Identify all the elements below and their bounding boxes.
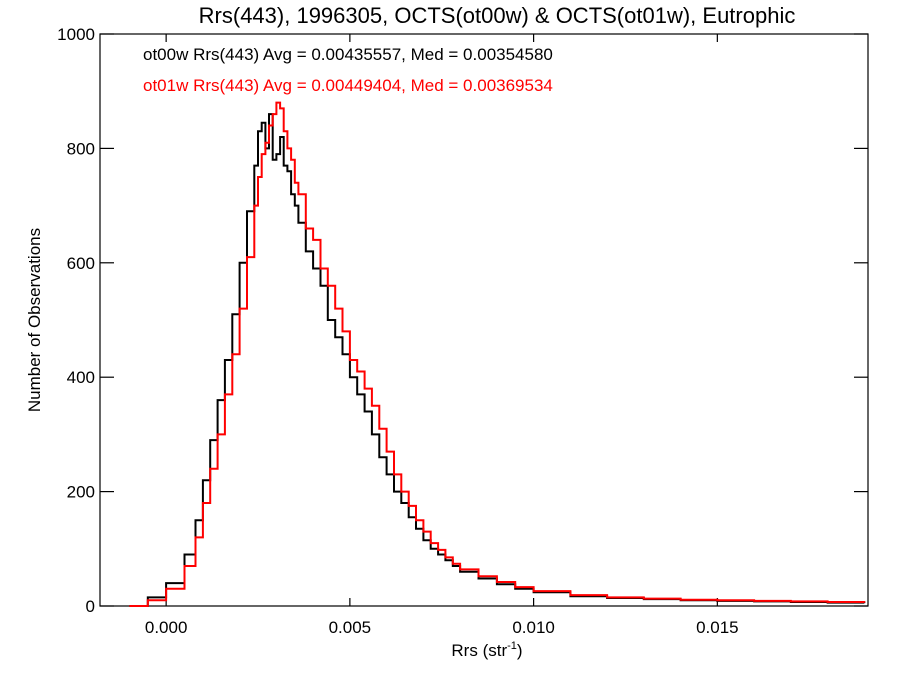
y-tick-label: 1000: [57, 25, 95, 44]
x-axis-label-sup: -1: [507, 640, 517, 652]
x-axis: 0.000 0.005 0.010 0.015: [145, 34, 739, 637]
legend-entry-ot01w: ot01w Rrs(443) Avg = 0.00449404, Med = 0…: [143, 76, 553, 95]
y-tick-label: 0: [86, 597, 95, 616]
legend-entry-ot00w: ot00w Rrs(443) Avg = 0.00435557, Med = 0…: [143, 45, 553, 64]
series-layer: [129, 101, 866, 607]
x-tick-label: 0.015: [696, 618, 739, 637]
y-tick-label: 200: [67, 483, 95, 502]
x-tick-label: 0.005: [329, 618, 372, 637]
plot-frame: [99, 33, 869, 607]
y-tick-label: 400: [67, 368, 95, 387]
y-axis-label: Number of Observations: [25, 228, 44, 412]
chart-title: Rrs(443), 1996305, OCTS(ot00w) & OCTS(ot…: [199, 3, 796, 28]
x-axis-label: Rrs (str-1): [451, 640, 522, 660]
y-axis: 0 200 400 600 800 1000: [57, 25, 868, 616]
x-tick-label: 0.000: [145, 618, 188, 637]
series-ot00w-line: [129, 113, 866, 607]
y-tick-label: 800: [67, 139, 95, 158]
x-axis-label-end: ): [517, 641, 523, 660]
series-ot01w-line: [129, 101, 866, 607]
y-tick-label: 600: [67, 254, 95, 273]
x-axis-label-base: Rrs (str: [451, 641, 507, 660]
x-tick-label: 0.010: [512, 618, 555, 637]
